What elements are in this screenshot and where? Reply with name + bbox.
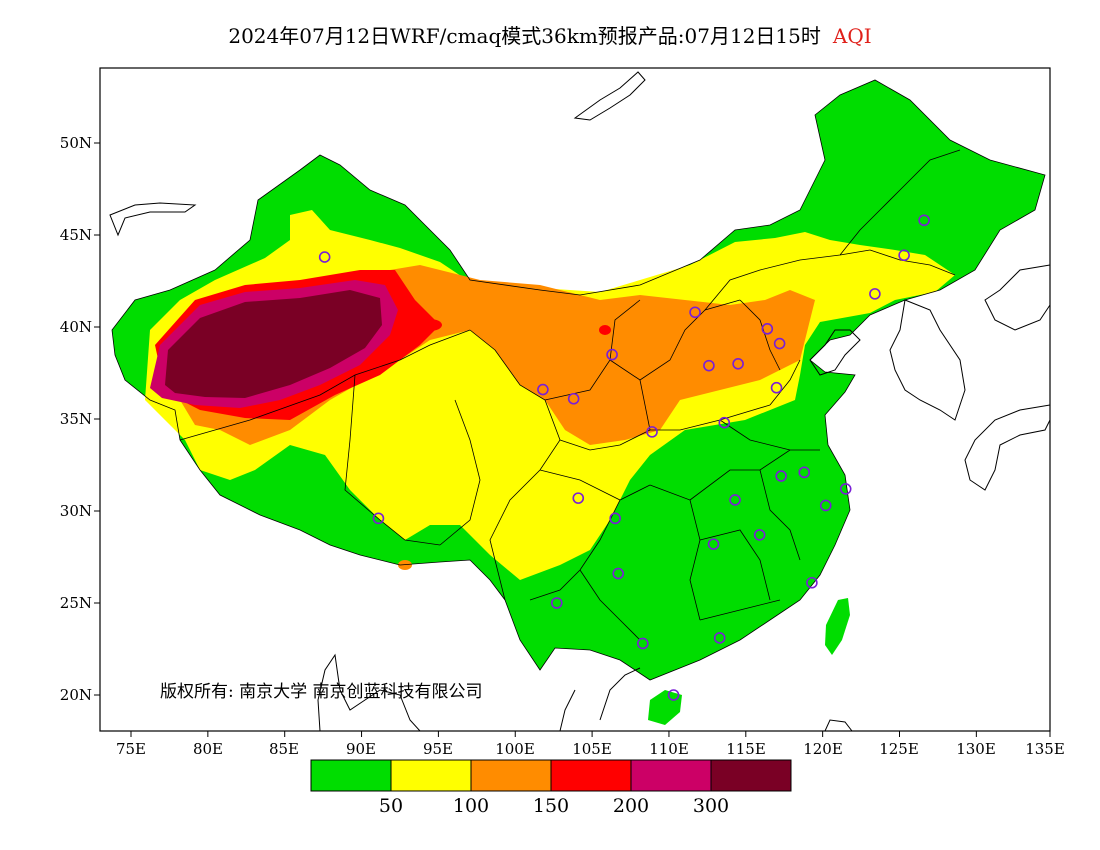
station-marker-8: [773, 337, 786, 350]
lon-label-125e: 125E: [879, 740, 919, 758]
colorbar-label-100: 100: [453, 795, 489, 817]
station-marker-6: [732, 357, 744, 370]
lat-label-45n: 45N: [60, 226, 92, 244]
lon-label-75e: 75E: [116, 740, 146, 758]
station-marker-13: [609, 512, 621, 525]
station-marker-20: [729, 494, 741, 506]
lat-label-50n: 50N: [60, 134, 92, 152]
station-marker-15: [550, 597, 563, 609]
hotspot-north-china: [756, 325, 784, 345]
lon-label-105e: 105E: [572, 740, 612, 758]
lon-label-90e: 90E: [346, 740, 376, 758]
colorbar: 50 100 150 200 300: [310, 759, 792, 817]
colorbar-label-150: 150: [533, 795, 569, 817]
colorbar-label-300: 300: [693, 795, 729, 817]
lat-label-30n: 30N: [60, 502, 92, 520]
station-marker-24: [819, 499, 832, 512]
station-marker-22: [775, 470, 787, 482]
balkhash-outline: [109, 202, 197, 237]
station-marker-28: [898, 249, 910, 262]
korea-outline: [889, 299, 966, 421]
bay-coast-south: [824, 719, 853, 731]
china-region: [112, 80, 1045, 725]
station-marker-1: [537, 383, 549, 396]
japan-outline: [964, 264, 1050, 491]
station-marker-3: [606, 348, 618, 361]
axis-ticks: [94, 142, 1051, 737]
colorbar-label-50: 50: [379, 795, 403, 817]
map-frame: [99, 67, 1051, 732]
lon-label-120e: 120E: [803, 740, 843, 758]
lat-label-40n: 40N: [60, 318, 92, 336]
station-marker-18: [667, 689, 680, 701]
station-marker-4: [689, 306, 701, 319]
station-marker-9: [770, 381, 783, 394]
lon-label-110e: 110E: [649, 740, 689, 758]
lat-label-20n: 20N: [60, 686, 92, 704]
station-marker-19: [707, 538, 720, 550]
title-main: 2024年07月12日WRF/cmaq模式36km预报产品:07月12日15时: [228, 24, 821, 48]
station-marker-23: [798, 466, 811, 479]
station-marker-14: [612, 567, 625, 580]
station-marker-2: [567, 392, 580, 405]
hotspot-taklimakan-edge: [418, 319, 442, 331]
station-marker-7: [761, 323, 774, 335]
station-marker-25: [839, 483, 852, 495]
colorbar-swatch-1: [390, 759, 472, 792]
lon-label-80e: 80E: [193, 740, 223, 758]
station-marker-27: [869, 288, 881, 300]
map-title: 2024年07月12日WRF/cmaq模式36km预报产品:07月12日15时 A…: [0, 20, 1100, 49]
latitude-labels: 50N 45N 40N 35N 30N 25N 20N: [60, 134, 92, 704]
lon-label-115e: 115E: [726, 740, 766, 758]
colorbar-swatch-3: [550, 759, 632, 792]
station-marker-17: [713, 632, 726, 644]
lon-label-95e: 95E: [423, 740, 453, 758]
station-marker-21: [753, 529, 766, 541]
hainan-island: [648, 690, 682, 725]
station-marker-12: [572, 492, 585, 504]
station-marker-0: [318, 251, 331, 263]
colorbar-swatch-2: [470, 759, 552, 792]
bohai-coast: [809, 329, 861, 376]
lake-baikal-outline: [573, 71, 646, 121]
lat-label-35n: 35N: [60, 410, 92, 428]
map-plot-area: [109, 71, 1050, 731]
lat-label-25n: 25N: [60, 594, 92, 612]
lon-label-130e: 130E: [956, 740, 996, 758]
coastlines: [109, 71, 1050, 731]
lon-label-100e: 100E: [495, 740, 535, 758]
longitude-labels: 75E 80E 85E 90E 95E 100E 105E 110E 115E …: [116, 740, 1065, 758]
lon-label-85e: 85E: [269, 740, 299, 758]
copyright-text: 版权所有: 南京大学 南京创蓝科技有限公司: [160, 682, 483, 702]
station-marker-11: [646, 426, 658, 438]
station-marker-26: [806, 576, 818, 589]
colorbar-label-200: 200: [613, 795, 649, 817]
station-marker-10: [718, 416, 731, 429]
title-variable: AQI: [832, 24, 872, 48]
lon-label-135e: 135E: [1025, 740, 1065, 758]
station-marker-29: [918, 214, 930, 227]
taiwan-island: [825, 598, 850, 655]
colorbar-swatch-4: [630, 759, 712, 792]
colorbar-swatch-0: [310, 759, 392, 792]
station-marker-16: [637, 637, 649, 650]
aqi-hazardous-zone: [165, 290, 382, 398]
colorbar-swatch-5: [710, 759, 792, 792]
station-marker-30: [372, 512, 385, 525]
hotspot-inner-mongolia: [599, 325, 611, 335]
station-markers: [318, 214, 930, 701]
indochina-coast: [559, 667, 641, 731]
myanmar-coast: [317, 653, 421, 731]
station-marker-5: [703, 359, 715, 372]
